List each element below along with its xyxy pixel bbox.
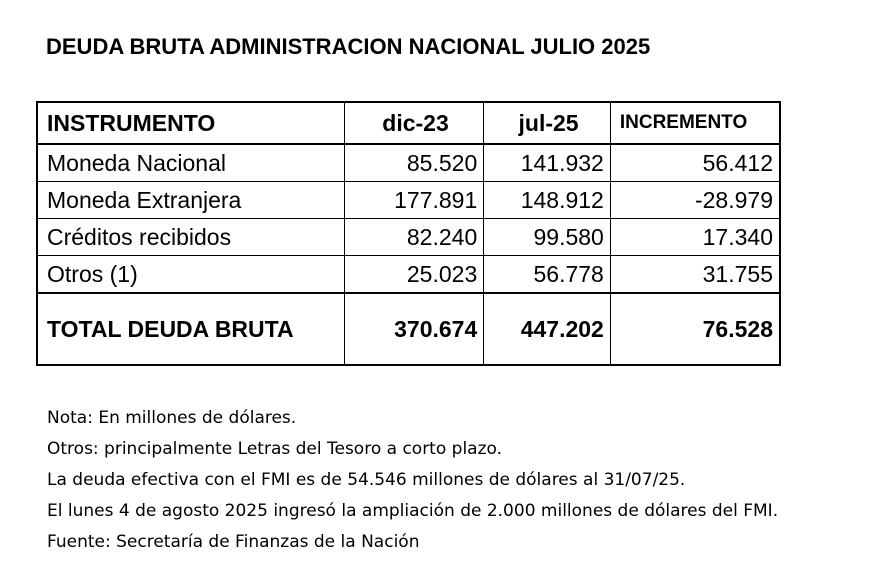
cell-incremento: 31.755 xyxy=(609,255,781,293)
header-jul-25: jul-25 xyxy=(483,102,611,145)
header-incremento: INCREMENTO xyxy=(609,102,781,145)
notes: Nota: En millones de dólares. Otros: pri… xyxy=(47,403,778,558)
cell-incremento: 56.412 xyxy=(609,144,781,182)
note-fmi-expansion: El lunes 4 de agosto 2025 ingresó la amp… xyxy=(47,501,779,521)
cell-incremento: 17.340 xyxy=(609,218,781,256)
table-row: Créditos recibidos 82.240 99.580 17.340 xyxy=(36,218,781,256)
cell-jul-25: 148.912 xyxy=(483,181,611,219)
row-label: Moneda Nacional xyxy=(36,144,345,182)
total-jul-25: 447.202 xyxy=(483,292,611,365)
header-instrumento: INSTRUMENTO xyxy=(36,102,345,145)
cell-jul-25: 99.580 xyxy=(483,218,611,256)
note-source: Fuente: Secretaría de Finanzas de la Nac… xyxy=(47,532,420,552)
row-label: Otros (1) xyxy=(36,255,345,293)
header-dic-23: dic-23 xyxy=(343,102,485,145)
total-incremento: 76.528 xyxy=(609,292,781,365)
note-fmi-debt: La deuda efectiva con el FMI es de 54.54… xyxy=(47,470,686,490)
row-label: Créditos recibidos xyxy=(36,218,345,256)
note-units: Nota: En millones de dólares. xyxy=(47,408,297,428)
cell-dic-23: 25.023 xyxy=(343,255,485,293)
row-label: Moneda Extranjera xyxy=(36,181,345,219)
table-header-row: INSTRUMENTO dic-23 jul-25 INCREMENTO xyxy=(36,102,781,145)
table-row: Otros (1) 25.023 56.778 31.755 xyxy=(36,255,781,293)
total-dic-23: 370.674 xyxy=(343,292,485,365)
cell-jul-25: 141.932 xyxy=(483,144,611,182)
cell-dic-23: 177.891 xyxy=(343,181,485,219)
table-row: Moneda Extranjera 177.891 148.912 -28.97… xyxy=(36,181,781,219)
note-otros: Otros: principalmente Letras del Tesoro … xyxy=(47,439,503,459)
total-label: TOTAL DEUDA BRUTA xyxy=(36,292,345,365)
total-row: TOTAL DEUDA BRUTA 370.674 447.202 76.528 xyxy=(36,292,781,365)
debt-table: INSTRUMENTO dic-23 jul-25 INCREMENTO Mon… xyxy=(36,101,781,366)
page-title: DEUDA BRUTA ADMINISTRACION NACIONAL JULI… xyxy=(46,34,651,59)
cell-dic-23: 85.520 xyxy=(343,144,485,182)
cell-jul-25: 56.778 xyxy=(483,255,611,293)
cell-incremento: -28.979 xyxy=(609,181,781,219)
cell-dic-23: 82.240 xyxy=(343,218,485,256)
table-row: Moneda Nacional 85.520 141.932 56.412 xyxy=(36,144,781,182)
